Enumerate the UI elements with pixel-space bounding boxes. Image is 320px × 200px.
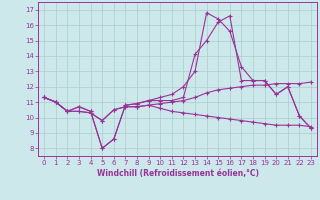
X-axis label: Windchill (Refroidissement éolien,°C): Windchill (Refroidissement éolien,°C) xyxy=(97,169,259,178)
